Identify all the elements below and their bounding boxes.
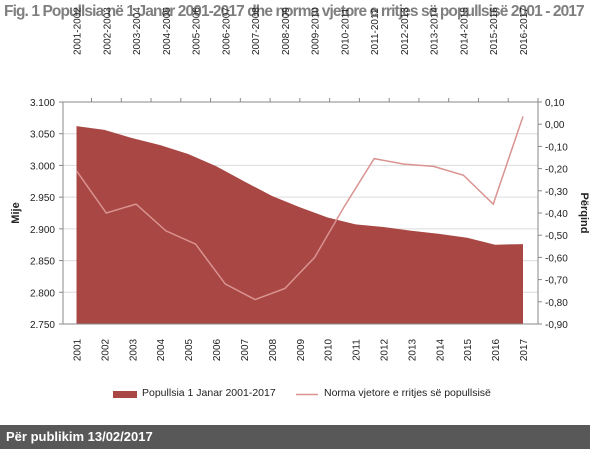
x-tick-label: 2009 — [296, 338, 307, 361]
y-axis-label: Mije — [10, 202, 22, 223]
x-tick-label: 2013 — [407, 338, 418, 361]
x-tick-label: 2006 — [212, 338, 223, 361]
y-tick-label: 2.800 — [30, 288, 55, 299]
y-tick-label: 2.950 — [30, 193, 55, 204]
legend-line-label: Norma vjetore e rritjes së popullsisë — [324, 387, 491, 399]
x2-tick-label: 2010-2011 — [340, 7, 351, 55]
y2-tick-label: -0,10 — [545, 142, 568, 153]
y-tick-label: 3.000 — [30, 161, 55, 172]
x2-tick-label: 2015-2016 — [489, 7, 500, 55]
x2-tick-label: 2009-2010 — [311, 7, 322, 55]
x-tick-label: 2010 — [324, 338, 335, 361]
publish-date: Për publikim 13/02/2017 — [6, 429, 153, 444]
x-tick-label: 2007 — [240, 338, 251, 361]
x2-tick-label: 2012-2013 — [400, 7, 411, 55]
y2-tick-label: -0,30 — [545, 187, 568, 198]
x2-tick-label: 2007-2008 — [251, 7, 262, 55]
y-tick-label: 2.850 — [30, 257, 55, 268]
y2-axis-label: Përqind — [578, 193, 590, 234]
x-tick-label: 2004 — [156, 338, 167, 361]
chart-title: Fig. 1 Popullsia në 1 Janar 2001-2017 dh… — [4, 3, 585, 20]
x-tick-label: 2002 — [100, 338, 111, 361]
y-tick-label: 3.050 — [30, 130, 55, 141]
y-tick-label: 3.100 — [30, 98, 55, 109]
x2-tick-label: 2004-2005 — [162, 7, 173, 55]
x2-tick-label: 2003-2004 — [132, 7, 143, 55]
y2-tick-label: -0,70 — [545, 276, 568, 287]
x2-tick-label: 2016-2017 — [519, 7, 530, 55]
x2-tick-label: 2005-2006 — [192, 7, 203, 55]
x-tick-label: 2015 — [463, 338, 474, 361]
y2-tick-label: 0,00 — [545, 120, 565, 131]
plot-frame — [62, 101, 539, 325]
legend-area-label: Popullsia 1 Janar 2001-2017 — [142, 387, 276, 399]
x-tick-label: 2001 — [73, 338, 84, 361]
y-tick-label: 2.750 — [30, 320, 55, 331]
x2-tick-label: 2011-2012 — [370, 7, 381, 55]
x2-tick-label: 2001-2002 — [73, 7, 84, 55]
x-tick-label: 2008 — [268, 338, 279, 361]
x2-tick-label: 2014-2015 — [459, 7, 470, 55]
x-tick-label: 2016 — [491, 338, 502, 361]
y2-tick-label: 0,10 — [545, 98, 565, 109]
growth-rate-line — [75, 116, 524, 301]
population-area — [76, 126, 523, 324]
y-tick-label: 2.900 — [30, 225, 55, 236]
footer-bar: Për publikim 13/02/2017 — [0, 425, 590, 449]
y2-tick-label: -0,20 — [545, 165, 568, 176]
y2-tick-label: -0,90 — [545, 320, 568, 331]
x-tick-label: 2003 — [128, 338, 139, 361]
x2-tick-label: 2008-2009 — [281, 7, 292, 55]
y2-tick-label: -0,50 — [545, 231, 568, 242]
x2-tick-label: 2013-2014 — [430, 7, 441, 55]
x-tick-label: 2014 — [435, 338, 446, 361]
y2-tick-label: -0,80 — [545, 298, 568, 309]
x-tick-label: 2005 — [184, 338, 195, 361]
x-tick-label: 2017 — [519, 338, 530, 361]
x-tick-label: 2011 — [352, 339, 363, 361]
x-tick-label: 2012 — [379, 338, 390, 361]
legend-area-swatch — [113, 391, 137, 398]
y2-tick-label: -0,40 — [545, 209, 568, 220]
x2-tick-label: 2006-2007 — [221, 7, 232, 55]
x2-tick-label: 2002-2003 — [102, 7, 113, 55]
y2-tick-label: -0,60 — [545, 253, 568, 264]
